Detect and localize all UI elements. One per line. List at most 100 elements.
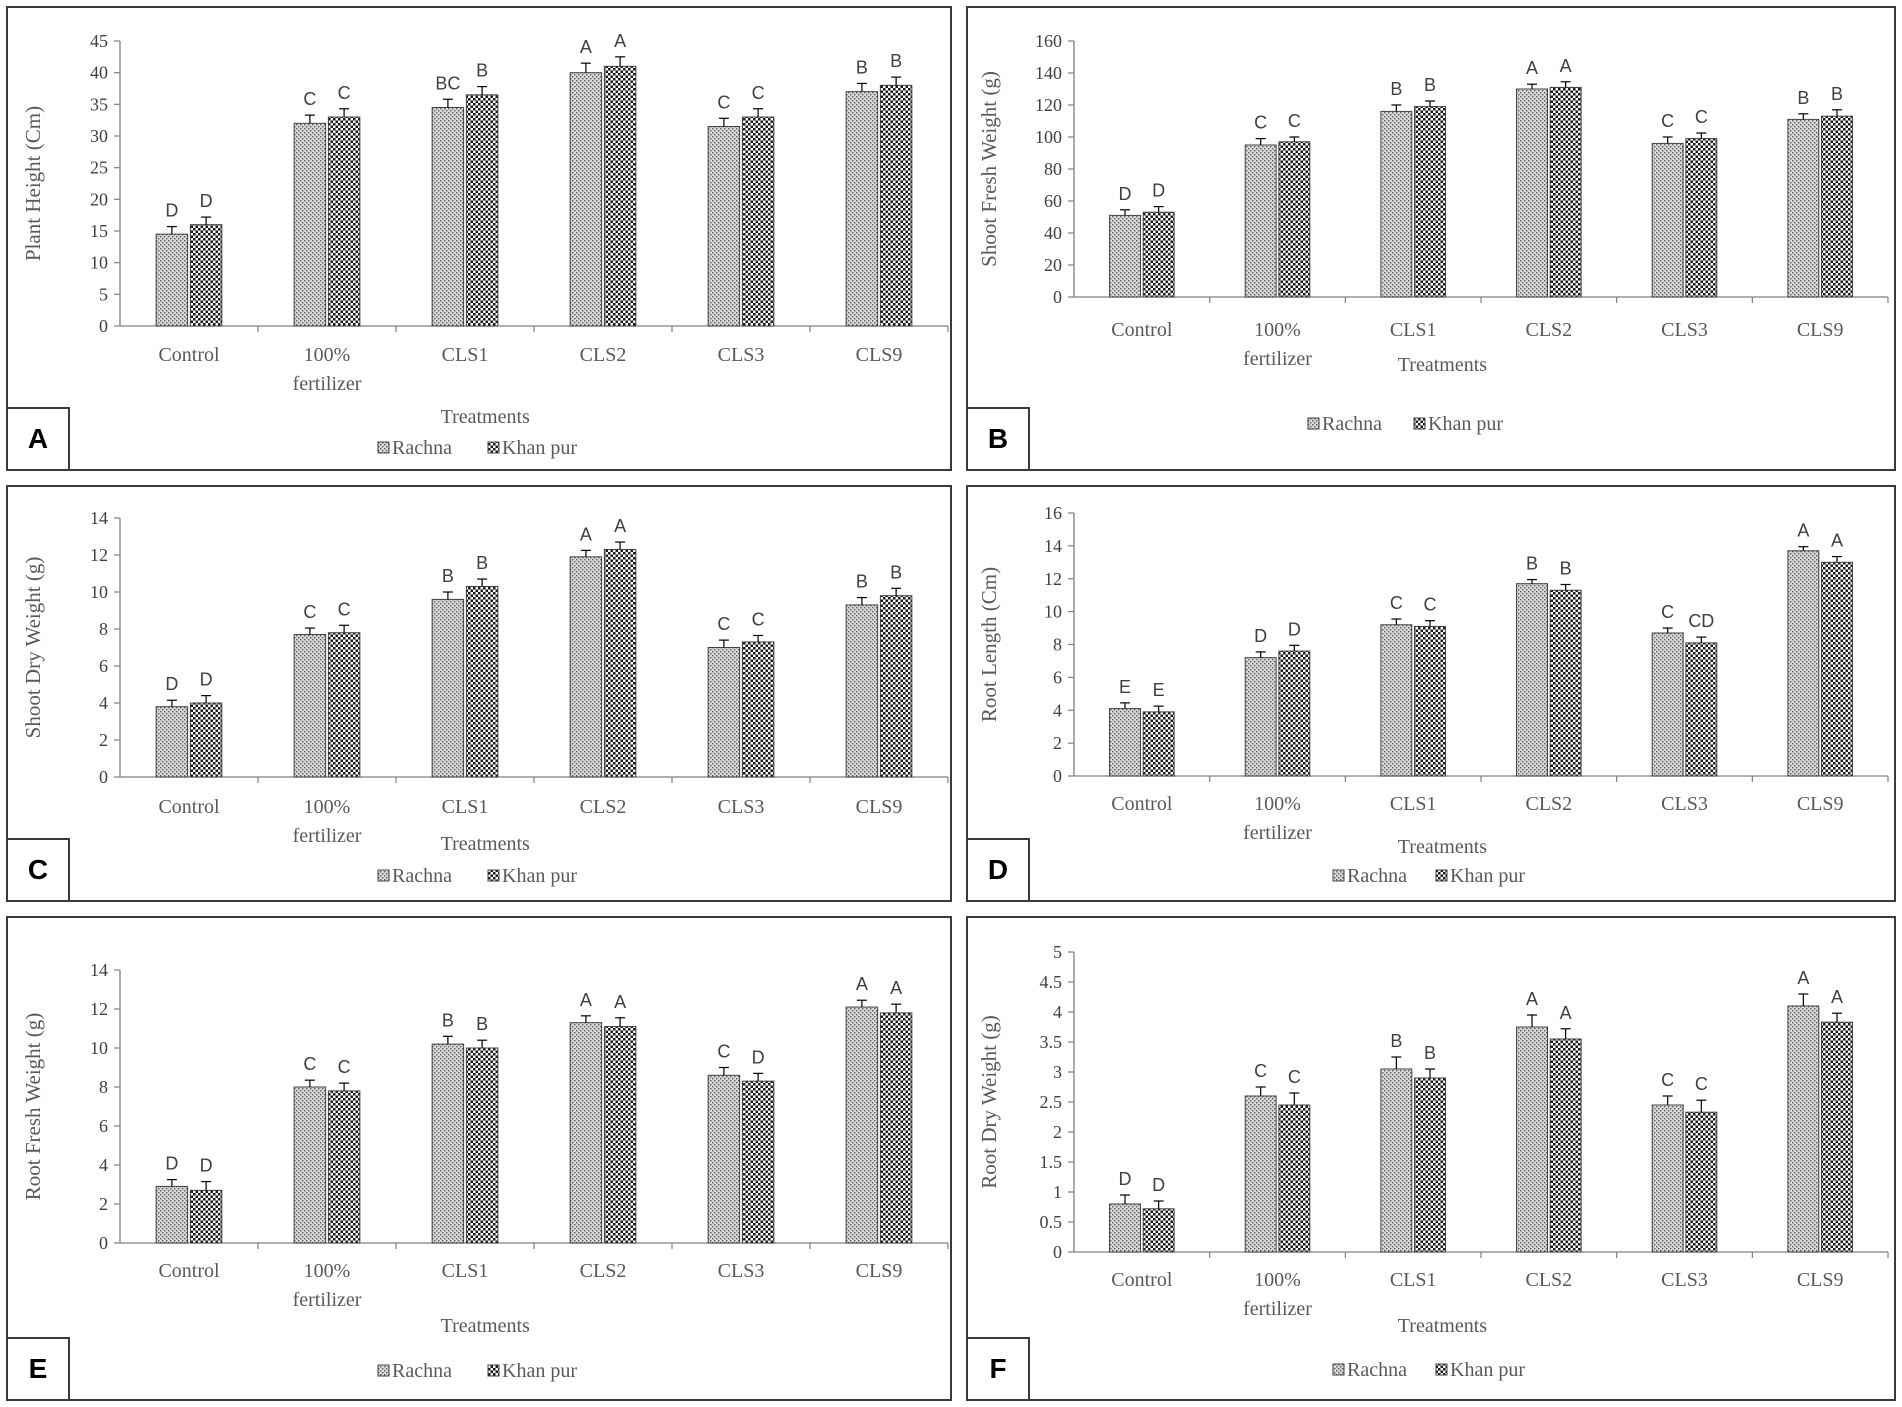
x-axis-title: Treatments — [441, 406, 530, 428]
bar-khanpur — [1142, 211, 1175, 298]
panel-label-b: B — [968, 407, 1030, 469]
bar-khanpur — [1549, 589, 1582, 777]
bar-khanpur — [465, 585, 499, 778]
y-tick-label: 0 — [99, 767, 108, 787]
bar-rachna — [707, 126, 741, 327]
bar-khanpur — [1685, 1111, 1718, 1253]
significance-letter: A — [856, 974, 868, 994]
x-category-label: CLS3 — [718, 344, 765, 366]
x-category-label: CLS3 — [1661, 319, 1708, 341]
bar-rachna — [569, 1022, 603, 1244]
y-tick-label: 100 — [1035, 127, 1062, 147]
bar-khanpur — [189, 702, 223, 778]
significance-letter: D — [1254, 626, 1267, 646]
x-category-label-line2: fertilizer — [1243, 822, 1312, 844]
legend-swatch-rachna — [377, 1364, 390, 1377]
y-tick-label: 0.5 — [1040, 1212, 1063, 1232]
legend-swatch-khanpur — [487, 869, 500, 882]
bar-rachna — [845, 604, 879, 778]
significance-letter: A — [614, 516, 626, 536]
significance-letter: C — [338, 83, 351, 103]
y-tick-label: 60 — [1044, 191, 1062, 211]
chart-a: 0 5 10 15 20 25 30 35 40 45 Plant Height (Cm) D D Con… — [21, 31, 949, 459]
significance-letter: B — [442, 566, 454, 586]
bar-khanpur — [879, 595, 913, 778]
y-tick-label: 80 — [1044, 159, 1062, 179]
significance-letter: C — [1661, 111, 1674, 131]
y-axis-title: Root Fresh Weight (g) — [21, 1013, 45, 1201]
significance-letter: C — [303, 1054, 316, 1074]
legend-label-khanpur: Khan pur — [502, 865, 577, 887]
bar-khanpur — [1414, 1077, 1446, 1253]
x-axis-title: Treatments — [1398, 1315, 1487, 1337]
bar-khanpur — [741, 641, 775, 778]
bar-rachna — [431, 107, 465, 327]
x-category-label: 100% — [304, 796, 351, 818]
y-axis-title: Shoot Fresh Weight (g) — [977, 71, 1001, 267]
significance-letter: D — [1119, 1169, 1132, 1189]
bar-rachna — [1516, 88, 1548, 298]
y-tick-label: 10 — [90, 582, 108, 602]
significance-letter: D — [1119, 184, 1132, 204]
x-category-label: 100% — [304, 1260, 351, 1282]
bar-rachna — [155, 1185, 189, 1244]
bar-khanpur — [465, 94, 499, 327]
bar-rachna — [1380, 1068, 1413, 1253]
significance-letter: B — [890, 51, 902, 71]
significance-letter: C — [717, 1042, 730, 1062]
significance-letter: B — [856, 57, 868, 77]
significance-letter: B — [1424, 1043, 1436, 1063]
y-tick-label: 2 — [99, 1194, 108, 1214]
significance-letter: B — [1424, 75, 1436, 95]
x-category-label: CLS2 — [580, 796, 627, 818]
significance-letter: A — [1526, 989, 1538, 1009]
bar-rachna — [1651, 632, 1684, 777]
significance-letter: A — [1831, 531, 1843, 551]
bar-khanpur — [1142, 711, 1175, 777]
x-category-label: CLS1 — [442, 344, 489, 366]
x-category-label: CLS9 — [1797, 793, 1844, 815]
x-category-label: CLS2 — [580, 1260, 627, 1282]
y-tick-label: 12 — [1044, 569, 1062, 589]
bar-khanpur — [741, 1080, 775, 1244]
panel-label-a: A — [8, 407, 70, 469]
bar-rachna — [431, 1043, 465, 1244]
y-tick-label: 0 — [1053, 287, 1062, 307]
x-category-label-line2: fertilizer — [293, 825, 362, 847]
x-axis-title: Treatments — [441, 833, 530, 855]
x-category-label: Control — [1111, 1269, 1173, 1291]
significance-letter: D — [1152, 181, 1165, 201]
bar-khanpur — [1414, 106, 1446, 298]
legend-swatch-rachna — [1332, 1363, 1345, 1376]
bar-rachna — [707, 1074, 741, 1244]
bar-khanpur — [1278, 1104, 1311, 1253]
panel-e: 0 2 4 6 8 10 12 14 Root Fresh Weight (g) D D Contro… — [6, 916, 952, 1401]
y-tick-label: 6 — [99, 1116, 108, 1136]
y-tick-label: 4 — [99, 1155, 108, 1175]
significance-letter: B — [1390, 79, 1402, 99]
legend-swatch-rachna — [377, 441, 390, 454]
panel-label-c: C — [8, 838, 70, 900]
legend-label-rachna: Rachna — [392, 865, 452, 887]
significance-letter: A — [580, 524, 592, 544]
y-axis-title: Root Dry Weight (g) — [977, 1015, 1001, 1189]
bar-khanpur — [327, 632, 361, 778]
legend-swatch-khanpur — [487, 1364, 500, 1377]
chart-d: 0 2 4 6 8 10 12 14 16 Root Length (Cm) E E Control D D… — [977, 503, 1889, 887]
panel-label-e: E — [8, 1337, 70, 1399]
significance-letter: A — [580, 37, 592, 57]
legend-label-khanpur: Khan pur — [1450, 865, 1525, 887]
y-tick-label: 140 — [1035, 63, 1062, 83]
y-tick-label: 1.5 — [1040, 1152, 1063, 1172]
bar-rachna — [1244, 1095, 1277, 1253]
x-category-label: CLS3 — [1661, 1269, 1708, 1291]
x-axis-title: Treatments — [1398, 354, 1487, 376]
y-tick-label: 0 — [1053, 1242, 1062, 1262]
legend-label-rachna: Rachna — [392, 437, 452, 459]
significance-letter: A — [1560, 1003, 1572, 1023]
panel-b: 0 20 40 60 80 100 120 140 160 Shoot Fresh Weight … — [966, 6, 1896, 471]
x-category-label: 100% — [1254, 319, 1301, 341]
significance-letter: B — [1526, 554, 1538, 574]
x-axis-title: Treatments — [441, 1315, 530, 1337]
chart-b: 0 20 40 60 80 100 120 140 160 Shoot Fresh Weight … — [977, 31, 1889, 435]
